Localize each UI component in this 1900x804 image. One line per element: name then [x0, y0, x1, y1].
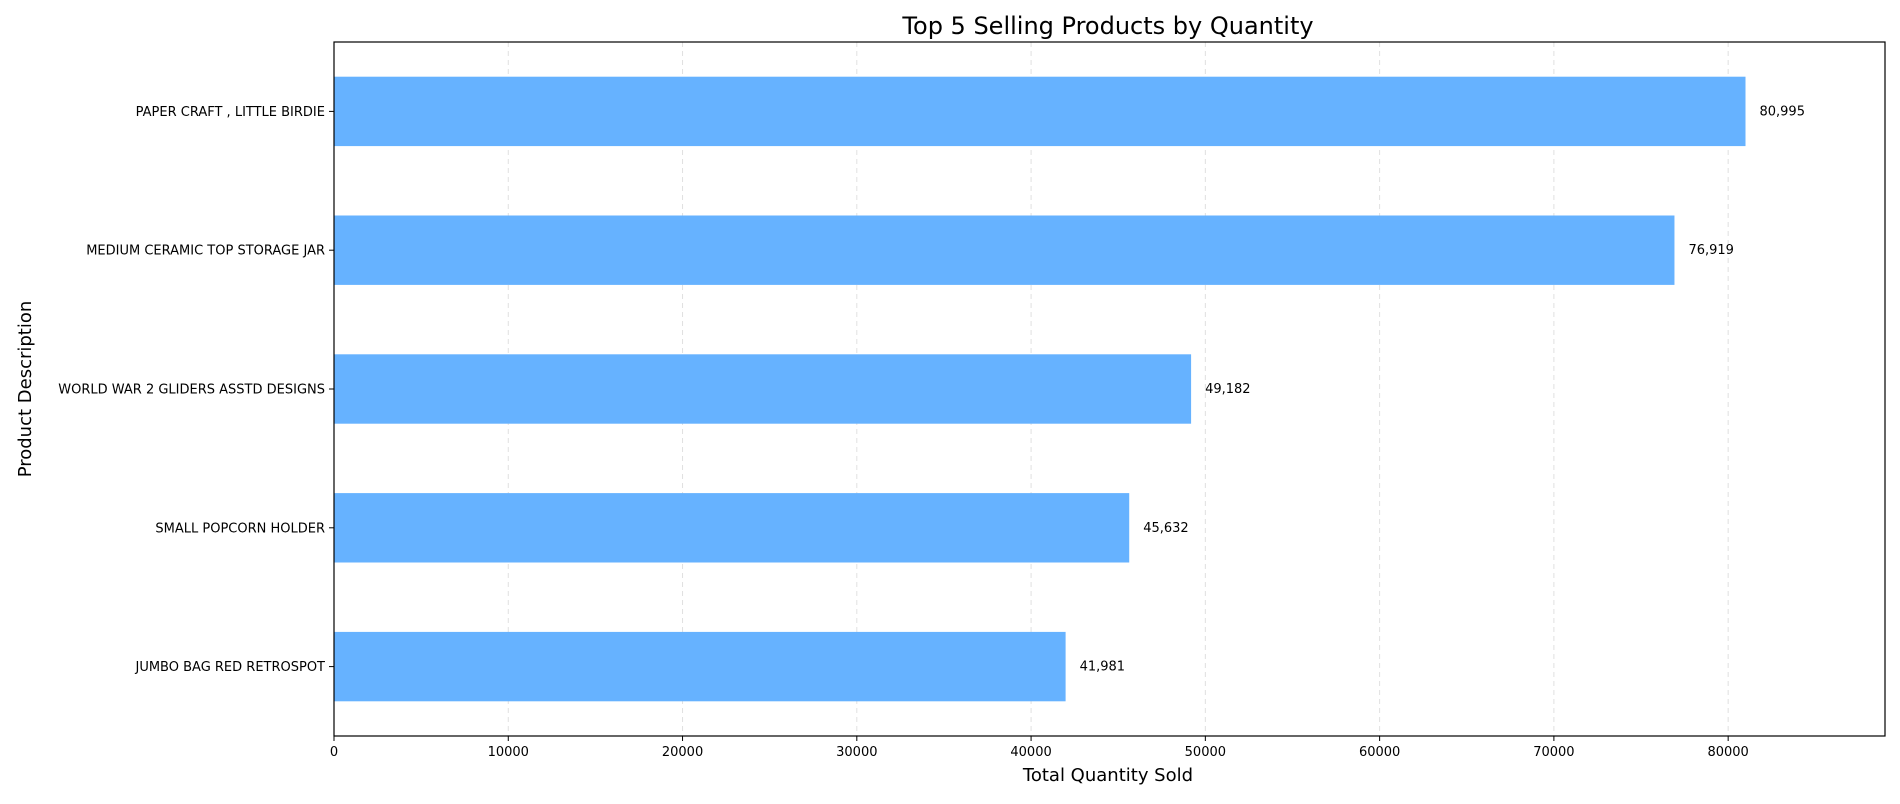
bar	[334, 493, 1130, 563]
x-tick-label: 50000	[1185, 745, 1226, 760]
bar-value-label: 41,981	[1080, 660, 1126, 675]
bar	[334, 631, 1066, 702]
bar-value-label: 45,632	[1143, 521, 1189, 536]
bar	[334, 215, 1675, 285]
x-tick-label: 10000	[488, 745, 529, 760]
x-tick-label: 20000	[662, 745, 703, 760]
bar-value-label: 76,919	[1688, 243, 1734, 258]
bar-value-label: 49,182	[1205, 382, 1251, 397]
x-tick-label: 60000	[1359, 745, 1400, 760]
y-tick-label: PAPER CRAFT , LITTLE BIRDIE	[136, 105, 325, 120]
x-tick-label: 40000	[1010, 745, 1051, 760]
x-tick-labels: 0 10000 20000 30000 40000 50000 60000 70000 8000…	[330, 736, 1749, 760]
value-labels: 80,995 76,919 49,182 45,632 41,981	[1080, 104, 1805, 674]
y-tick-label: MEDIUM CERAMIC TOP STORAGE JAR	[86, 244, 325, 259]
y-tick-label: WORLD WAR 2 GLIDERS ASSTD DESIGNS	[58, 383, 325, 398]
x-tick-label: 30000	[836, 745, 877, 760]
y-tick-label: SMALL POPCORN HOLDER	[155, 521, 325, 536]
x-tick-label: 80000	[1707, 745, 1748, 760]
x-tick-label: 70000	[1533, 745, 1574, 760]
y-tick-label: JUMBO BAG RED RETROSPOT	[134, 660, 325, 675]
chart-title: Top 5 Selling Products by Quantity	[901, 12, 1313, 40]
y-axis-label: Product Description	[15, 301, 36, 478]
x-axis-label: Total Quantity Sold	[1022, 765, 1193, 786]
bar	[334, 354, 1192, 424]
plot-frame	[333, 41, 1886, 737]
bar-value-label: 80,995	[1759, 104, 1805, 119]
x-tick-label: 0	[330, 745, 338, 760]
bars	[334, 76, 1746, 702]
bar	[334, 76, 1746, 147]
y-tick-labels: PAPER CRAFT , LITTLE BIRDIE MEDIUM CERAMI…	[58, 105, 334, 675]
